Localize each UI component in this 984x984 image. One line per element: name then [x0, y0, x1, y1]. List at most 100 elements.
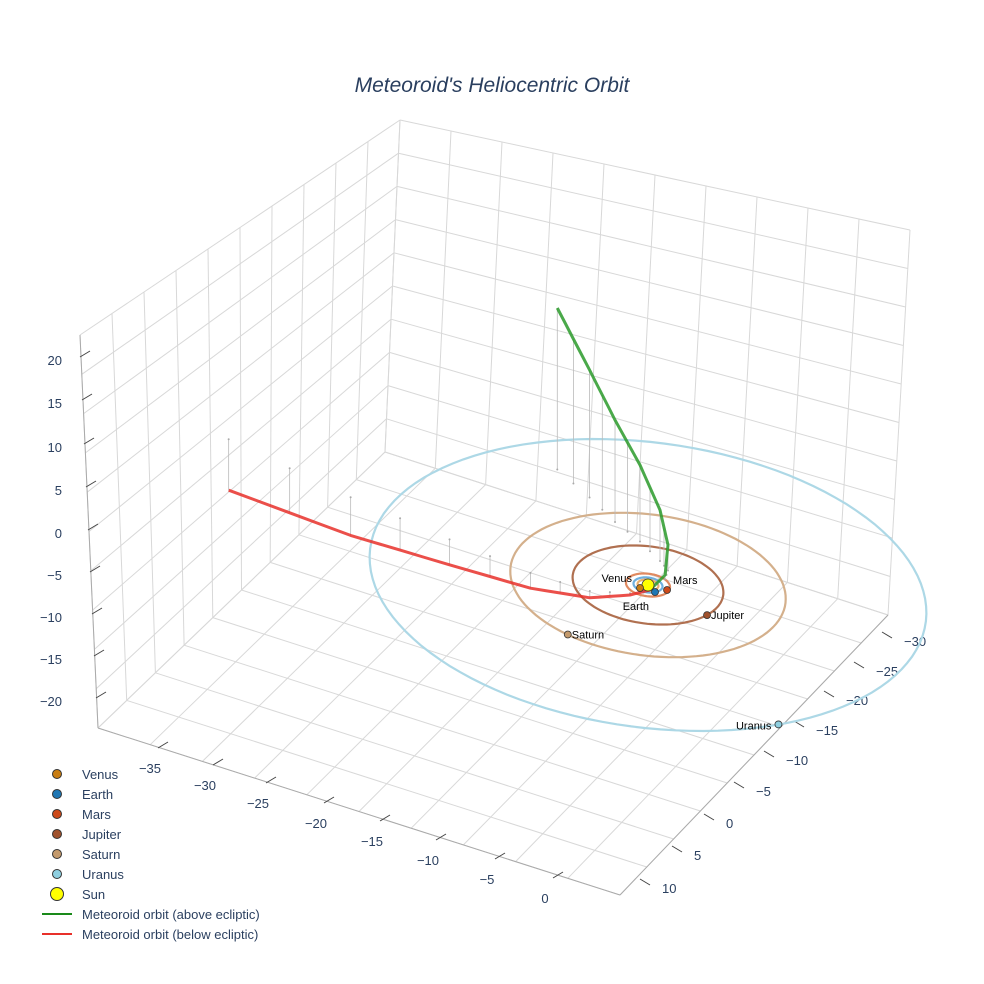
orbit-mars [624, 572, 672, 598]
planet-label: Saturn [572, 630, 604, 642]
legend-label: Venus [82, 766, 119, 782]
x-tick-mark [323, 796, 335, 804]
drop-marker [227, 438, 230, 441]
y-tick-mark [763, 750, 775, 758]
mars-marker-icon [52, 809, 62, 819]
planet-jupiter [703, 611, 711, 619]
y-tick-label: 10 [662, 881, 676, 896]
drop-marker [399, 517, 402, 520]
z-tick-label: 20 [48, 353, 62, 368]
y-tick-label: −5 [756, 784, 771, 799]
x-tick-label: −25 [247, 796, 269, 811]
z-tick-label: 10 [48, 440, 62, 455]
meteoroid-orbit-above [555, 307, 670, 592]
z-tick-mark [93, 649, 105, 657]
red-line-icon [42, 933, 72, 935]
z-tick-label: 5 [55, 483, 62, 498]
y-tick-mark [639, 878, 651, 886]
legend-item-mars[interactable]: Mars [36, 804, 260, 824]
x-tick-mark [379, 814, 391, 822]
grid-line [298, 184, 305, 535]
axis-line [97, 727, 621, 896]
x-tick-mark [435, 833, 447, 841]
grid-line [86, 252, 395, 493]
z-tick-mark [83, 437, 95, 445]
venus-marker-icon [52, 769, 62, 779]
drop-marker [601, 508, 604, 511]
z-tick-label: −5 [47, 568, 62, 583]
z-tick-label: −20 [40, 694, 62, 709]
grid-line [83, 185, 398, 415]
legend-item-earth[interactable]: Earth [36, 784, 260, 804]
grid-line [515, 582, 788, 862]
drop-marker [588, 590, 591, 593]
x-tick-label: 0 [541, 891, 548, 906]
grid-line [395, 219, 904, 346]
grid-line [567, 598, 839, 879]
x-tick-label: −5 [480, 872, 495, 887]
chart-title: Meteoroid's Heliocentric Orbit [354, 74, 630, 97]
orbit-jupiter [571, 544, 725, 626]
grid-line [327, 506, 835, 672]
y-tick-label: 0 [726, 816, 733, 831]
sun-marker [641, 578, 655, 592]
grid-line [355, 141, 369, 480]
z-tick-mark [95, 691, 107, 699]
orbit-saturn [509, 511, 787, 659]
y-tick-mark [823, 690, 835, 698]
z-tick-label: 0 [55, 526, 62, 541]
grid-line [463, 565, 738, 846]
planet-label: Earth [623, 601, 649, 613]
legend-item-meteoroid-above[interactable]: Meteoroid orbit (above ecliptic) [36, 904, 260, 924]
x-tick-mark [494, 852, 506, 860]
x-tick-label: −20 [305, 816, 327, 831]
drop-marker [349, 496, 352, 499]
z-tick-label: 15 [48, 396, 62, 411]
y-tick-mark [671, 845, 683, 853]
grid-line [398, 152, 908, 269]
x-tick-mark [157, 741, 169, 749]
x-tick-label: −15 [361, 834, 383, 849]
y-tick-mark [881, 631, 893, 639]
planet-uranus [774, 720, 783, 729]
y-tick-label: −30 [904, 634, 926, 649]
y-tick-label: −15 [816, 723, 838, 738]
grid-line [686, 185, 707, 550]
drop-marker [448, 538, 451, 541]
grid-line [241, 589, 755, 756]
x-tick-label: −35 [139, 761, 161, 776]
legend-label: Uranus [82, 866, 124, 882]
legend-item-jupiter[interactable]: Jupiter [36, 824, 260, 844]
grid-line [393, 252, 902, 385]
legend-item-meteoroid-below[interactable]: Meteoroid orbit (below ecliptic) [36, 924, 260, 944]
legend-item-uranus[interactable]: Uranus [36, 864, 260, 884]
grid-line [887, 229, 911, 616]
planet-mars [663, 586, 671, 594]
legend-item-saturn[interactable]: Saturn [36, 844, 260, 864]
saturn-marker-icon [52, 849, 62, 859]
z-tick-mark [81, 393, 93, 401]
legend-label: Saturn [82, 846, 121, 862]
drop-marker [608, 591, 611, 594]
x-tick-label: −30 [194, 778, 216, 793]
legend-label: Sun [82, 886, 106, 902]
z-tick-label: −15 [40, 652, 62, 667]
grid-line [81, 152, 399, 375]
axis-line [619, 614, 889, 896]
jupiter-marker-icon [52, 829, 62, 839]
meteoroid-orbit-below [228, 488, 651, 600]
legend-label: Meteoroid orbit (below ecliptic) [82, 926, 259, 942]
y-tick-mark [733, 781, 745, 789]
green-line-icon [42, 913, 72, 915]
grid-line [85, 219, 396, 454]
drop-marker [559, 580, 562, 583]
grid-line [356, 479, 862, 644]
drop-marker [666, 569, 669, 572]
z-tick-label: −10 [40, 610, 62, 625]
drop-marker [614, 521, 617, 524]
grid-line [88, 285, 393, 532]
legend-item-venus[interactable]: Venus [36, 764, 260, 784]
legend-item-sun[interactable]: Sun [36, 884, 260, 904]
drop-marker [572, 482, 575, 485]
